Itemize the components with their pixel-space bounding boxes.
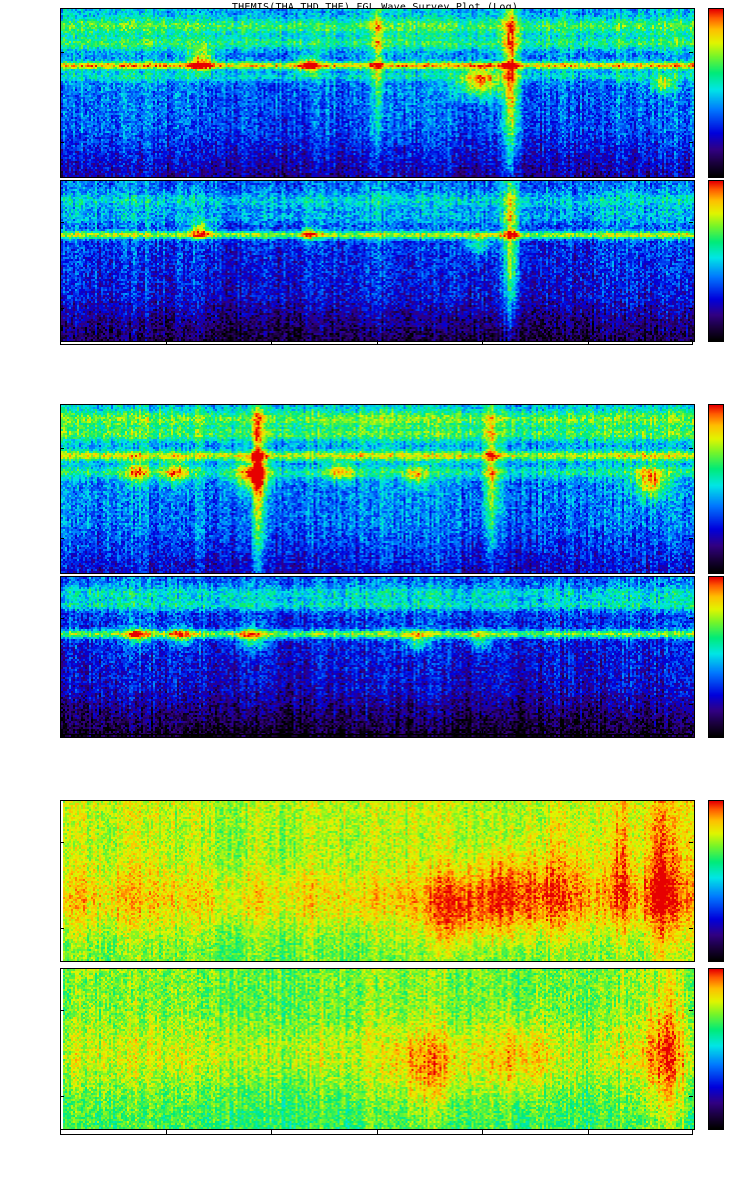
x-tick-mark bbox=[587, 1130, 589, 1135]
y-tick-mark bbox=[60, 142, 64, 144]
y-tick-mark bbox=[689, 1009, 693, 1011]
y-tick-mark bbox=[689, 1096, 693, 1097]
x-tick-mark bbox=[376, 1130, 378, 1135]
x-tick-mark bbox=[60, 340, 61, 345]
y-tick-mark bbox=[689, 841, 693, 843]
spectrogram-image-thd-bperp bbox=[61, 405, 694, 573]
spectrogram-panel-thd-bperp bbox=[60, 404, 695, 574]
x-tick-mark bbox=[692, 1130, 693, 1135]
colorbar-the-bpar bbox=[708, 968, 724, 1130]
x-tick-mark bbox=[376, 340, 378, 345]
x-tick-mark bbox=[587, 340, 589, 345]
y-tick-mark bbox=[689, 142, 693, 144]
x-tick-mark bbox=[165, 730, 167, 735]
y-tick-mark bbox=[689, 928, 693, 929]
y-tick-mark bbox=[60, 617, 64, 619]
y-tick-mark bbox=[689, 704, 693, 705]
x-tick-mark bbox=[482, 1130, 483, 1135]
colorbar-tha-bperp bbox=[708, 8, 724, 178]
x-tick-mark bbox=[692, 730, 693, 735]
y-tick-mark bbox=[60, 308, 64, 309]
y-tick-mark bbox=[689, 447, 693, 449]
spectrogram-panel-the-bpar bbox=[60, 968, 695, 1130]
spectrogram-panel-tha-bpar bbox=[60, 180, 695, 342]
x-tick-mark bbox=[482, 730, 483, 735]
x-tick-mark bbox=[587, 730, 589, 735]
x-tick-mark bbox=[692, 340, 693, 345]
x-tick-mark bbox=[165, 340, 167, 345]
page-title: THEMIS(THA,THD,THE) FGL Wave Survey Plot… bbox=[0, 2, 750, 13]
x-tick-mark bbox=[165, 1130, 167, 1135]
y-tick-mark bbox=[60, 704, 64, 705]
y-tick-mark bbox=[689, 221, 693, 223]
y-tick-mark bbox=[689, 308, 693, 309]
x-tick-mark bbox=[482, 340, 483, 345]
y-tick-mark bbox=[689, 538, 693, 540]
x-tick-mark bbox=[60, 730, 61, 735]
spectrogram-image-the-bpar bbox=[61, 969, 694, 1129]
y-tick-mark bbox=[689, 51, 693, 53]
colorbar-thd-bperp bbox=[708, 404, 724, 574]
x-tick-mark bbox=[60, 1130, 61, 1135]
spectrogram-panel-the-bperp bbox=[60, 800, 695, 962]
spectrogram-image-thd-bpar bbox=[61, 577, 694, 737]
spectrogram-image-tha-bpar bbox=[61, 181, 694, 341]
spectrogram-image-tha-bperp bbox=[61, 9, 694, 177]
y-tick-mark bbox=[60, 538, 64, 540]
y-tick-mark bbox=[60, 1096, 64, 1097]
colorbar-the-bperp bbox=[708, 800, 724, 962]
y-tick-mark bbox=[60, 841, 64, 843]
spectrogram-panel-tha-bperp bbox=[60, 8, 695, 178]
y-tick-mark bbox=[689, 617, 693, 619]
y-tick-mark bbox=[60, 1009, 64, 1011]
spectrogram-image-the-bperp bbox=[61, 801, 694, 961]
x-tick-mark bbox=[271, 340, 272, 345]
x-tick-mark bbox=[271, 1130, 272, 1135]
y-tick-mark bbox=[60, 928, 64, 929]
colorbar-thd-bpar bbox=[708, 576, 724, 738]
x-tick-mark bbox=[376, 730, 378, 735]
colorbar-tha-bpar bbox=[708, 180, 724, 342]
x-tick-mark bbox=[271, 730, 272, 735]
y-tick-mark bbox=[60, 51, 64, 53]
y-tick-mark bbox=[60, 221, 64, 223]
spectrogram-panel-thd-bpar bbox=[60, 576, 695, 738]
y-tick-mark bbox=[60, 447, 64, 449]
